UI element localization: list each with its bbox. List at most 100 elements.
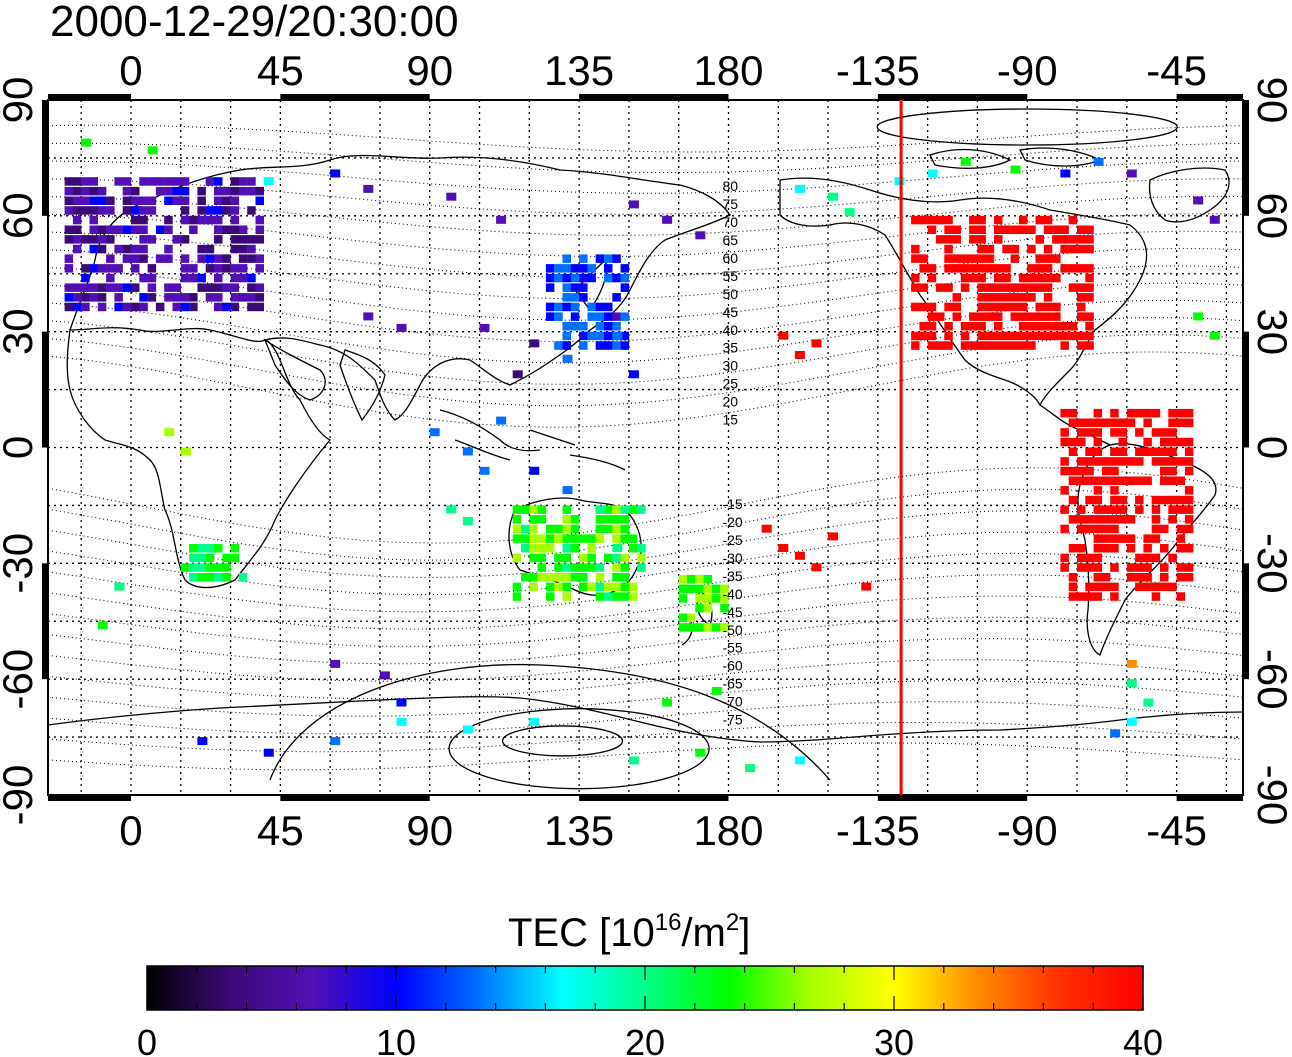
tec-cell	[1176, 573, 1186, 582]
tec-cell	[562, 283, 571, 292]
tec-cell	[1184, 515, 1194, 524]
tec-cell	[703, 623, 713, 632]
tec-cell	[1018, 215, 1028, 225]
tec-cell	[985, 312, 995, 321]
tec-cell	[927, 322, 937, 331]
tec-cell	[147, 264, 157, 273]
tec-cell	[1160, 573, 1169, 582]
tec-cell	[969, 235, 978, 244]
tec-cell	[247, 283, 256, 292]
tec-cell	[114, 582, 125, 591]
tec-cell	[1168, 418, 1177, 427]
tec-cell	[106, 235, 115, 244]
contour-label: -55	[722, 640, 742, 656]
tec-cell	[214, 254, 223, 263]
tec-cell	[604, 341, 613, 350]
tec-cell	[1068, 476, 1078, 485]
tec-cell	[89, 186, 98, 196]
grid-lines	[48, 100, 1243, 795]
tec-cell	[81, 138, 92, 147]
bottom-lon-label: 90	[406, 807, 453, 854]
tec-cell	[255, 196, 264, 205]
tec-cell	[1018, 331, 1028, 341]
tec-cell	[164, 215, 173, 225]
tec-cell	[81, 273, 90, 283]
tec-cell	[529, 553, 538, 563]
tec-cell	[155, 302, 165, 312]
top-lon-label: 90	[406, 47, 453, 94]
tec-cell	[1143, 534, 1152, 543]
tec-cell	[1035, 254, 1044, 263]
tec-cell	[985, 254, 995, 263]
tec-cell	[222, 563, 231, 572]
tec-cell	[1118, 437, 1127, 447]
tec-cell	[1093, 495, 1103, 505]
tec-cell	[977, 302, 986, 312]
tec-cell	[952, 254, 961, 263]
tec-cell	[545, 264, 555, 273]
frame-bar-right	[1243, 331, 1249, 448]
tec-cell	[147, 196, 157, 205]
tec-cell	[1077, 225, 1086, 234]
tec-cell	[595, 254, 605, 263]
tec-cell	[131, 186, 140, 196]
tec-cell	[180, 273, 190, 283]
tec-cell	[1010, 283, 1020, 292]
tec-cell	[977, 254, 986, 263]
tec-data-patches	[64, 138, 1220, 773]
tec-cell	[579, 534, 588, 543]
contour-label: 20	[722, 394, 738, 410]
tec-cell	[106, 206, 115, 215]
coastline-india	[339, 349, 386, 422]
tec-cell	[1118, 418, 1127, 427]
tec-cell	[230, 544, 240, 553]
tec-cell	[595, 322, 605, 331]
tec-cell	[363, 312, 374, 321]
tec-cell	[97, 302, 107, 312]
colorbar-tick-label: 20	[625, 1022, 665, 1057]
tec-cell	[587, 312, 596, 321]
tec-cell	[1010, 331, 1020, 341]
tec-cell	[230, 273, 240, 283]
tec-cell	[1077, 293, 1086, 302]
tec-cell	[1209, 331, 1220, 340]
contour-line	[48, 488, 1243, 561]
tec-cell	[1110, 447, 1119, 456]
tec-cell	[172, 293, 181, 302]
contour-label: 25	[722, 376, 738, 392]
tec-cell	[936, 312, 945, 321]
tec-cell	[1101, 573, 1111, 582]
tec-cell	[131, 302, 140, 312]
tec-cell	[222, 553, 231, 563]
left-lat-label: 90	[0, 77, 41, 124]
tec-cell	[1068, 466, 1078, 476]
tec-cell	[628, 592, 638, 601]
tec-cell	[180, 215, 190, 225]
tec-cell	[122, 302, 132, 312]
tec-cell	[1068, 283, 1078, 292]
tec-cell	[969, 264, 978, 273]
tec-cell	[238, 293, 248, 302]
tec-cell	[479, 323, 490, 332]
tec-cell	[911, 215, 920, 225]
tec-cell	[1151, 524, 1161, 534]
tec-cell	[695, 623, 704, 632]
frame-bar-top	[280, 94, 430, 100]
tec-cell	[197, 553, 206, 563]
tec-cell	[1110, 476, 1119, 485]
tec-cell	[612, 505, 621, 514]
contour-line	[48, 742, 1243, 771]
tec-cell	[1176, 505, 1186, 514]
tec-cell	[554, 534, 563, 543]
coastline-greenland	[1148, 167, 1230, 223]
tec-cell	[1118, 457, 1127, 466]
tec-cell	[247, 254, 256, 263]
tec-cell	[1010, 312, 1020, 321]
tec-cell	[238, 186, 248, 196]
tec-cell	[189, 273, 198, 283]
tec-cell	[180, 186, 190, 196]
tec-cell	[230, 186, 240, 196]
frame-bar-top	[877, 94, 1028, 100]
tec-cell	[1035, 215, 1044, 225]
tec-cell	[1085, 244, 1094, 254]
